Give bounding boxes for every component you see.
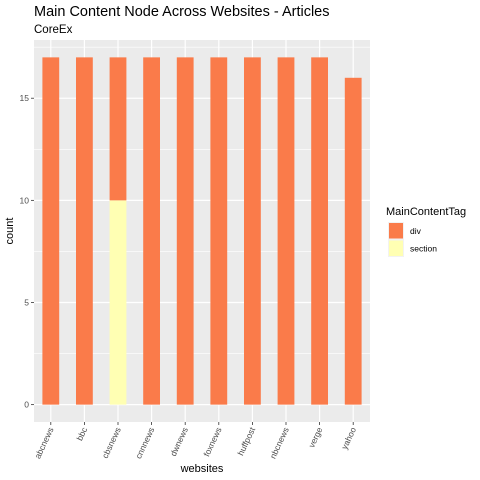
bar-div-huffpost (244, 57, 261, 405)
bar-div-cbsnews (109, 57, 127, 201)
legend-label-div: div (410, 226, 422, 236)
chart-title: Main Content Node Across Websites - Arti… (34, 4, 330, 20)
bar-section-cbsnews (109, 200, 127, 405)
legend-label-section: section (410, 243, 437, 253)
bar-div-dwnews (176, 57, 194, 405)
y-tick-label: 5 (24, 297, 29, 307)
bar-div-nbcnews (277, 57, 295, 405)
bar-div-cnnnews (143, 57, 160, 405)
y-axis-title: count (4, 218, 16, 245)
y-tick-label: 15 (20, 93, 30, 103)
y-tick-label: 0 (24, 400, 29, 410)
legend-swatch-div (389, 223, 403, 239)
x-tick-label: foxnews (201, 426, 223, 458)
x-tick-label: nbcnews (268, 426, 291, 461)
x-tick-label: cnnnews (133, 426, 156, 461)
y-axis: 0 5 10 15 (20, 93, 34, 410)
bar-div-yahoo (344, 77, 362, 405)
legend-swatch-section (389, 240, 403, 256)
x-axis: abcnews bbc cbsnews cnnnews dwnews foxnews huf… (32, 422, 358, 460)
bar-div-verge (311, 57, 328, 405)
x-tick-label: dwnews (168, 426, 190, 458)
bars (42, 57, 362, 405)
chart-subtitle: CoreEx (34, 24, 73, 36)
x-tick-label: huffpost (235, 425, 257, 457)
bar-div-foxnews (210, 57, 228, 405)
x-axis-title: websites (180, 463, 224, 475)
x-tick-label: yahoo (339, 425, 358, 450)
x-tick-label: bbc (74, 425, 89, 442)
bar-div-abcnews (42, 57, 60, 405)
legend-title: MainContentTag (386, 206, 466, 218)
x-tick-label: cbsnews (100, 426, 123, 460)
y-tick-label: 10 (20, 195, 30, 205)
x-tick-label: abcnews (32, 426, 55, 461)
legend: MainContentTag div section (386, 206, 466, 257)
bar-div-bbc (76, 57, 93, 405)
x-tick-label: verge (306, 425, 324, 449)
